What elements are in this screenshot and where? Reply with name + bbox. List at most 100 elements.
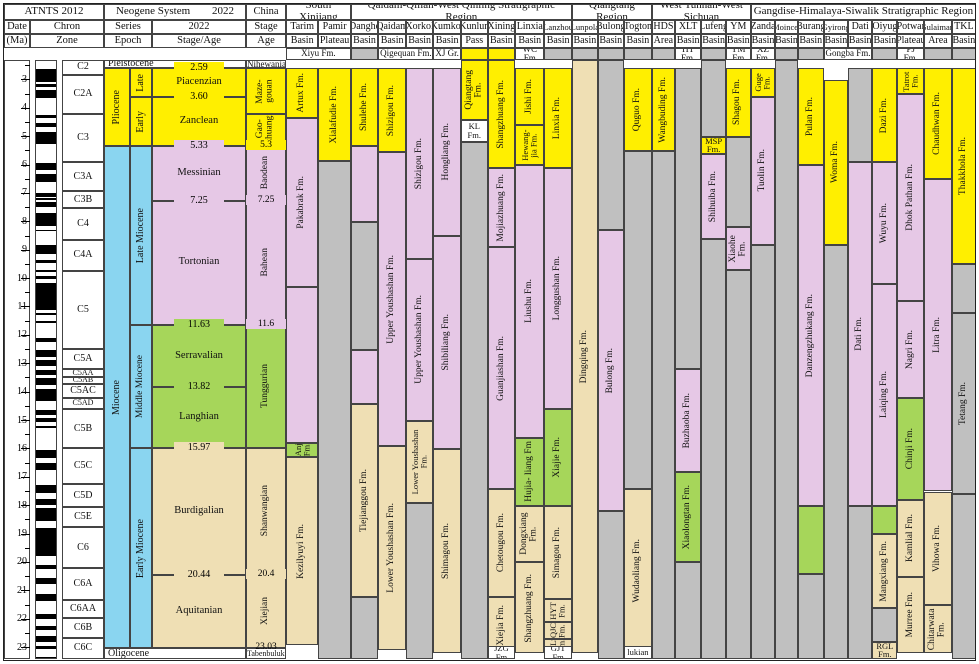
label-text: Moincer bbox=[776, 21, 798, 32]
axis-tick-major bbox=[21, 192, 30, 194]
chron-zone-C2A: C2A bbox=[62, 75, 104, 114]
label-text: Potwar bbox=[897, 20, 925, 32]
formation-dati-0 bbox=[848, 68, 873, 163]
axis-tick-major bbox=[21, 618, 30, 620]
axis-tick-major bbox=[21, 249, 30, 251]
bottom-label-0: JZG Fm bbox=[487, 646, 516, 659]
unit-label: Tiejianggou Fm. bbox=[358, 468, 369, 532]
unit-label: C5D bbox=[73, 489, 93, 501]
unit-label: Piacenzian bbox=[176, 76, 222, 88]
formation-linxia-2: Liushu Fm. bbox=[515, 165, 545, 438]
polarity-bar-17 bbox=[36, 282, 56, 310]
label-text: Kumkol bbox=[434, 20, 461, 32]
stage-boundary-15.97: 15.97 bbox=[174, 442, 224, 454]
axis-label-13: 13 bbox=[17, 357, 27, 369]
label-text: Gangdise-Himalaya-Siwalik Stratigraphic … bbox=[753, 5, 974, 18]
epoch-middle-miocene: Middle Miocene bbox=[130, 324, 152, 449]
china-stage-2: Gao- zhuangian bbox=[246, 113, 286, 146]
unit-label: Shangzhuang Fm. bbox=[495, 79, 506, 149]
region-title-4: Gangdise-Himalaya-Siwalik Stratigraphic … bbox=[750, 4, 976, 20]
chron-zone-C6: C6 bbox=[62, 526, 104, 569]
formation-ym-2: Xiaohe Fm. bbox=[725, 227, 751, 271]
unit-label: C5C bbox=[73, 459, 93, 471]
formation-linxia-0: Jishi Fm. bbox=[515, 68, 545, 126]
formation-qaidam-2: Lower Youshashan Fm. bbox=[378, 446, 406, 651]
label-text: Xiyu Fm. bbox=[301, 48, 336, 59]
basin-name-top-18: Moincer bbox=[775, 20, 798, 34]
basin-name-top-15: Lufeng bbox=[701, 20, 726, 34]
unit-label: Aquitanian bbox=[175, 605, 223, 617]
unit-label: Tabenbulukian bbox=[247, 648, 285, 658]
unit-label: Litra Fm. bbox=[932, 317, 943, 354]
axis-label-23: 23 bbox=[17, 641, 27, 653]
axis-tick-minor bbox=[25, 491, 30, 492]
formation-bulong-0 bbox=[597, 60, 624, 231]
header-date: Date bbox=[4, 20, 30, 34]
axis-label-20: 20 bbox=[17, 556, 27, 568]
unit-label: C6AA bbox=[69, 602, 97, 614]
unit-label: Nihewanian bbox=[247, 60, 286, 69]
chron-zone-C4: C4 bbox=[62, 208, 104, 240]
header-china: China bbox=[246, 4, 286, 20]
basin-name-bottom-17: Basin bbox=[750, 34, 776, 48]
unit-label: Lower Youshashan Fm. bbox=[386, 503, 397, 594]
formation-tkl-1 bbox=[951, 264, 976, 313]
unit-label: Longgushan Fm. bbox=[552, 256, 563, 321]
formation-sulaiman-0: Chaudhwan Fm. bbox=[924, 68, 952, 180]
axis-tick-major bbox=[21, 278, 30, 280]
polarity-bar-14 bbox=[36, 260, 56, 263]
basin-name-top-17: Zanda bbox=[750, 20, 776, 34]
basin-name-bottom-16: Basin bbox=[725, 34, 751, 48]
formation-dati-2 bbox=[848, 505, 873, 659]
unit-label: Shangzhuang Fm. bbox=[523, 573, 534, 643]
chron-zone-C5AD: C5AD bbox=[62, 397, 104, 410]
unit-label: Middle Miocene bbox=[135, 354, 146, 418]
formation-togton-0: Quguo Fm. bbox=[623, 68, 653, 151]
formation-bulong-1: Bulong Fm. bbox=[597, 230, 624, 512]
unit-label: Wuyu Fm. bbox=[879, 203, 890, 244]
label-text: Plateau bbox=[897, 34, 925, 46]
formation-kunlun-0: Qiangtang Fm. bbox=[460, 60, 488, 120]
formation-danghe-1 bbox=[350, 146, 379, 222]
basin-name-top-16: YM bbox=[725, 20, 751, 34]
unit-label: C4 bbox=[77, 218, 89, 230]
axis-tick-major bbox=[21, 306, 30, 308]
axis-tick-major bbox=[21, 334, 30, 336]
polarity-bar-5 bbox=[36, 131, 56, 145]
unit-label: C5AA bbox=[72, 368, 94, 377]
basin-name-bottom-5: Basin bbox=[433, 34, 461, 48]
chron-zone-C3B: C3B bbox=[62, 191, 104, 209]
formation-sulaiman-1: Litra Fm. bbox=[924, 179, 952, 492]
formation-oiyug-2: Laiqing Fm. bbox=[872, 284, 898, 506]
axis-tick-major bbox=[21, 107, 30, 109]
basin-name-bottom-25: Basin bbox=[951, 34, 976, 48]
top-band-gray-9 bbox=[544, 48, 572, 60]
unit-label: Dati Fm. bbox=[854, 317, 865, 351]
axis-tick-minor bbox=[25, 150, 30, 152]
label-text: Date bbox=[7, 21, 27, 33]
axis-label-14: 14 bbox=[17, 386, 27, 398]
axis-tick-minor bbox=[25, 576, 30, 578]
basin-name-top-1: Pamir bbox=[318, 20, 351, 34]
formation-moincer-0 bbox=[775, 60, 798, 659]
date-axis-column bbox=[4, 60, 30, 659]
unit-label: Pliocene bbox=[110, 89, 122, 125]
unit-label: MSP Fm. bbox=[705, 136, 723, 154]
unit-label: Shizigou Fm. bbox=[386, 84, 397, 136]
polarity-bar-19 bbox=[36, 321, 56, 324]
formation-lufeng-2: Shihuiba Fm. bbox=[701, 153, 726, 239]
polarity-bar-42 bbox=[36, 656, 56, 658]
label-text: Pass bbox=[465, 34, 484, 46]
label-text: Lunpola bbox=[571, 21, 598, 32]
axis-label-3: 3 bbox=[22, 73, 27, 85]
axis-tick-minor bbox=[25, 235, 30, 237]
unit-label: Burdigalian bbox=[174, 505, 224, 517]
polarity-bar-41 bbox=[36, 645, 56, 650]
unit-label: Mangxiang Fm. bbox=[879, 540, 890, 602]
unit-label: C6A bbox=[73, 578, 93, 590]
polarity-bar-13 bbox=[36, 244, 56, 255]
label-text: Tarim bbox=[290, 20, 315, 32]
axis-label-9: 9 bbox=[22, 244, 27, 256]
stage-boundary-2.59: 2.59 bbox=[174, 62, 224, 74]
